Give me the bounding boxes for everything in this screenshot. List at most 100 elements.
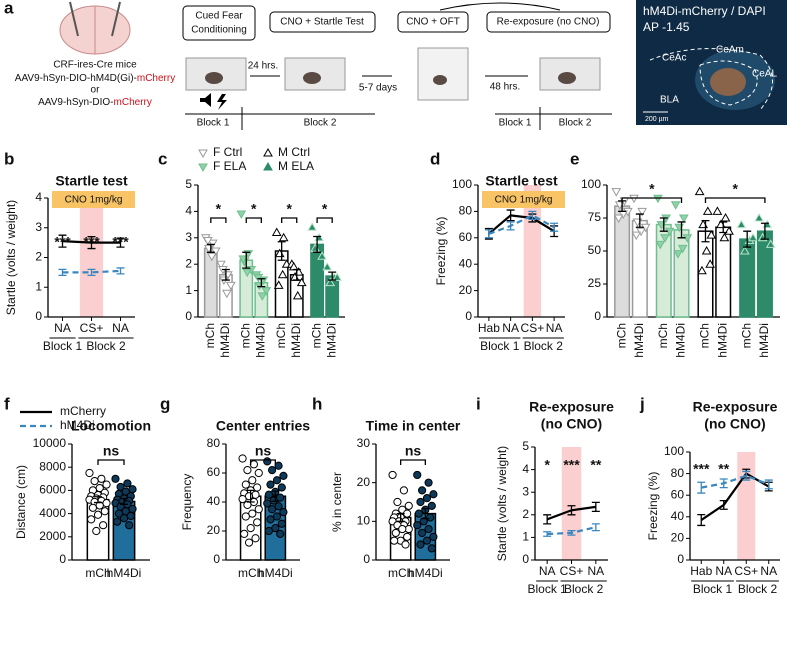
data-point xyxy=(706,230,717,239)
y-tick-label: 2 xyxy=(522,507,529,521)
data-point xyxy=(254,468,263,478)
data-point xyxy=(272,476,282,485)
block-label: Block 1 xyxy=(480,339,520,353)
data-point xyxy=(322,261,333,271)
y-axis-label: Freezing (%) xyxy=(434,217,448,286)
y-tick-label: 5 xyxy=(522,439,529,453)
data-point xyxy=(611,188,622,197)
bar xyxy=(614,205,631,318)
legend-label: hM4Di xyxy=(60,418,95,432)
panel-label: e xyxy=(570,149,579,168)
mouse-icon xyxy=(433,75,447,85)
panel-label: g xyxy=(160,394,170,413)
data-point xyxy=(119,514,129,523)
legend-label: mCherry xyxy=(60,404,106,418)
x-tick-label: hM4Di xyxy=(674,323,688,358)
data-point xyxy=(416,497,425,507)
y-tick-label: 0 xyxy=(213,552,220,566)
data-point xyxy=(238,255,249,264)
step-box xyxy=(397,11,469,33)
error-bar xyxy=(277,241,286,261)
y-tick-label: 0 xyxy=(522,552,529,566)
data-point xyxy=(677,244,688,254)
chart-title: Locomotion xyxy=(71,418,151,434)
y-tick-label: 40 xyxy=(671,509,685,523)
y-axis-label: Startle (volts / weight) xyxy=(4,200,18,315)
significance: ** xyxy=(718,461,729,477)
x-tick-label: CS+ xyxy=(560,564,584,578)
data-point xyxy=(393,497,402,507)
error-bar xyxy=(528,210,537,220)
y-tick-label: 0 xyxy=(594,309,601,323)
y-tick-label: 20 xyxy=(671,531,685,545)
annotation-box xyxy=(482,191,565,208)
error-bar xyxy=(719,221,728,234)
region-outline xyxy=(699,60,758,106)
significance: * xyxy=(649,181,655,197)
speaker-icon xyxy=(200,93,211,107)
error-bar xyxy=(697,481,706,494)
y-tick-label: 3 xyxy=(35,220,42,234)
data-point xyxy=(429,490,438,499)
data-point xyxy=(655,240,666,250)
error-bar xyxy=(567,505,576,516)
error-bar xyxy=(58,268,67,276)
legend-label: M ELA xyxy=(278,159,314,173)
mouse-icon xyxy=(303,72,321,84)
significance-bracket xyxy=(250,459,276,465)
y-tick-label: 1 xyxy=(185,283,192,297)
histology-title: hM4Di-mCherry / DAPI xyxy=(643,4,766,18)
data-point xyxy=(251,534,260,543)
y-tick-label: 80 xyxy=(459,204,473,218)
mouse-icon xyxy=(205,72,223,84)
data-point xyxy=(267,466,277,475)
data-point xyxy=(128,504,137,514)
data-point xyxy=(246,524,255,533)
chart-subtitle: (no CNO) xyxy=(541,416,602,432)
x-tick-label: mCh xyxy=(238,566,263,580)
block-label: Block 1 xyxy=(527,582,567,596)
data-point xyxy=(317,251,327,260)
data-point xyxy=(85,468,94,478)
significance: ns xyxy=(103,443,120,459)
data-point xyxy=(748,232,758,242)
chart-title: Re-exposure xyxy=(529,399,614,415)
x-tick-label: NA xyxy=(539,564,556,578)
significance: ns xyxy=(255,443,272,459)
y-tick-label: 20 xyxy=(459,283,473,297)
block-label: Block 2 xyxy=(564,582,604,596)
x-tick-label: hM4Di xyxy=(757,323,771,358)
data-point xyxy=(225,281,236,291)
data-point xyxy=(243,500,252,509)
x-tick-label: CS+ xyxy=(734,564,758,578)
x-tick-label: NA xyxy=(587,564,604,578)
significance: * xyxy=(216,201,222,217)
region-outline xyxy=(649,48,773,111)
y-tick-label: 4 xyxy=(35,190,42,204)
data-point xyxy=(99,521,108,530)
x-tick-label: hM4Di xyxy=(258,566,293,580)
data-point xyxy=(697,265,707,275)
y-tick-label: 1 xyxy=(522,530,529,544)
data-point xyxy=(126,511,135,521)
chart-title: Startle test xyxy=(485,173,558,189)
panel-label: a xyxy=(4,0,14,17)
chart-title: Time in center xyxy=(366,418,461,434)
series-line xyxy=(700,472,770,521)
step-title: Conditioning xyxy=(191,25,247,36)
x-tick-label: NA xyxy=(546,321,563,335)
virus-reporter: mCherry xyxy=(114,97,152,108)
data-point xyxy=(279,471,288,480)
data-point xyxy=(92,526,101,536)
data-point xyxy=(238,495,247,504)
error-bar xyxy=(313,235,322,253)
step-title: CNO + OFT xyxy=(406,17,460,28)
y-tick-label: 0 xyxy=(465,309,472,323)
data-point xyxy=(210,247,221,257)
legend-label: M Ctrl xyxy=(278,145,310,159)
data-point xyxy=(261,287,272,296)
data-point xyxy=(202,236,213,246)
significance: * xyxy=(322,201,328,217)
data-point xyxy=(253,518,262,527)
